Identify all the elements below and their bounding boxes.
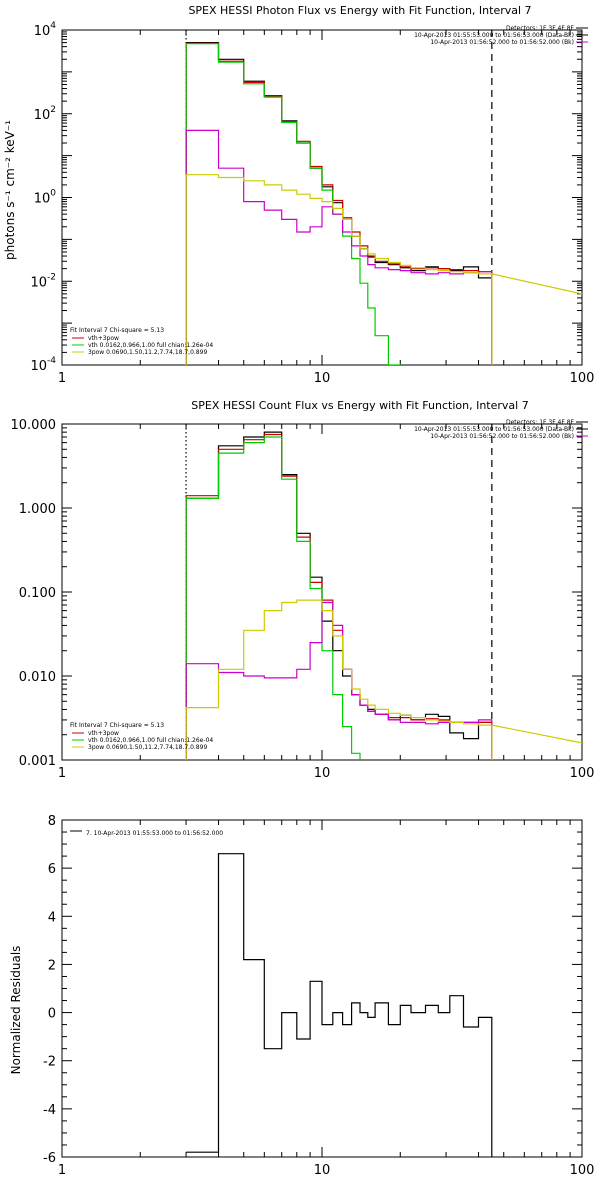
y-tick-label: 100 [34,189,57,207]
y-tick-label: 0.010 [19,670,56,685]
photon-flux-ylabel: photons s⁻¹ cm⁻² keV⁻¹ [3,120,17,260]
photon-flux-legend-top: Detectors: 1F 3F 4F 8F 10-Apr-2013 01:55… [414,25,574,46]
x-tick-label: 10 [314,371,331,386]
y-tick-label: 8 [48,814,56,829]
series-line-0 [185,431,493,760]
x-tick-label: 10 [314,1163,331,1178]
count-flux-title: SPEX HESSI Count Flux vs Energy with Fit… [191,399,528,412]
y-tick-label: 0 [48,1007,56,1022]
count-flux-legend-bottom: Fit Interval 7 Chi-square = 5.13 vth+3po… [70,722,213,751]
legend-detectors: Detectors: 1F 3F 4F 8F [506,419,575,426]
series-line-4 [185,599,493,760]
y-tick-label: 6 [48,862,56,877]
legend-vth: vth 0.0162,0.966,1.00 full chian:1.26e-0… [88,342,213,349]
y-tick-label: 10.000 [11,418,57,433]
x-tick-label: 1 [58,371,66,386]
photon-flux-legend-bottom: Fit Interval 7 Chi-square = 5.13 vth+3po… [70,327,213,356]
series-line-2 [185,43,401,365]
legend-bk-interval: 10-Apr-2013 01:56:52.000 to 01:56:52.000… [430,433,574,440]
series-line-0 [186,853,493,1157]
series-line-2 [185,436,361,760]
legend-3pow: 3pow 0.0690,1.50,11.2,7.74,18.7,0.899 [88,349,207,356]
plot-frame [61,29,583,366]
legend-detectors: Detectors: 1F 3F 4F 8F [506,25,575,32]
count-flux-panel: SPEX HESSI Count Flux vs Energy with Fit… [11,399,595,781]
legend-vth-3pow: vth+3pow [88,730,119,737]
model-tail-line [491,724,582,744]
series-line-0 [185,42,493,365]
series-line-1 [185,433,493,760]
series-line-1 [185,42,493,365]
model-tail-line [491,273,582,295]
legend-3pow: 3pow 0.0690,1.50,11.2,7.74,18.7,0.899 [88,744,207,751]
photon-flux-plot: 1 10 100 10-4 10-2 100 102 104 [30,21,595,386]
legend-data-interval: 10-Apr-2013 01:55:53.000 to 01:56:53.000… [414,32,574,39]
y-tick-label: 0.001 [19,754,56,769]
legend-vth-3pow: vth+3pow [88,335,119,342]
y-tick-label: -2 [43,1055,56,1070]
residuals-plot: 1 10 100 -6 -4 -2 0 2 4 6 8 [43,814,595,1178]
y-tick-label: -6 [43,1151,56,1166]
series-line-3 [185,129,493,365]
fit-chi-square: Fit Interval 7 Chi-square = 5.13 [70,722,164,729]
x-tick-label: 1 [58,766,66,781]
y-tick-label: -4 [43,1103,56,1118]
y-tick-label: 10-2 [30,272,56,290]
y-tick-label: 104 [34,21,57,39]
series-line-4 [185,174,493,365]
y-tick-label: 10-4 [30,356,56,374]
y-tick-label: 102 [34,105,56,123]
count-flux-plot: 1 10 100 0.001 0.010 0.100 1.000 10.000 [11,418,595,781]
legend-data-interval: 10-Apr-2013 01:55:53.000 to 01:56:53.000… [414,426,574,433]
residuals-legend: 7. 10-Apr-2013 01:55:53.000 to 01:56:52.… [86,830,223,837]
photon-flux-panel: SPEX HESSI Photon Flux vs Energy with Fi… [3,4,595,386]
residuals-panel: Normalized Residuals 1 10 100 -6 -4 -2 0 2 4 6 8 7… [9,814,595,1178]
y-tick-label: 4 [48,910,56,925]
y-tick-label: 0.100 [19,586,56,601]
x-tick-label: 1 [58,1163,66,1178]
x-tick-label: 10 [314,766,331,781]
residuals-ylabel: Normalized Residuals [9,946,23,1075]
series-line-3 [185,601,493,760]
legend-bk-interval: 10-Apr-2013 01:56:52.000 to 01:56:52.000… [430,39,574,46]
photon-flux-title: SPEX HESSI Photon Flux vs Energy with Fi… [188,4,531,17]
x-tick-label: 100 [570,766,595,781]
fit-chi-square: Fit Interval 7 Chi-square = 5.13 [70,327,164,334]
y-tick-label: 1.000 [19,502,56,517]
x-tick-label: 100 [570,1163,595,1178]
x-tick-label: 100 [570,371,595,386]
legend-interval: 7. 10-Apr-2013 01:55:53.000 to 01:56:52.… [86,830,223,837]
legend-vth: vth 0.0162,0.966,1.00 full chian:1.26e-0… [88,737,213,744]
count-flux-legend-top: Detectors: 1F 3F 4F 8F 10-Apr-2013 01:55… [414,419,574,440]
y-tick-label: 2 [48,958,56,973]
